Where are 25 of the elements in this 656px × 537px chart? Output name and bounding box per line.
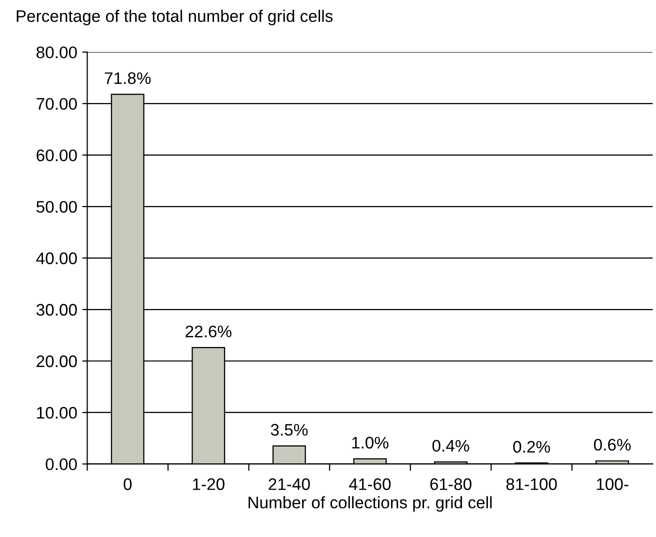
data-label: 22.6% — [186, 326, 232, 338]
data-label: 1.0% — [352, 436, 388, 449]
data-label: 0.4% — [432, 440, 470, 452]
y-tick-label: 60.00 — [36, 149, 77, 162]
x-tick-label: 21-40 — [268, 478, 310, 490]
x-tick-label: 41-60 — [349, 478, 391, 490]
data-label: 0.2% — [513, 440, 550, 453]
x-tick-label: 100- — [596, 478, 628, 490]
x-tick-label: 61-80 — [430, 478, 472, 490]
data-label: 71.8% — [104, 72, 151, 84]
y-tick-label: 0.00 — [46, 458, 77, 470]
y-tick-label: 70.00 — [36, 98, 77, 110]
x-tick-label: 81-100 — [506, 478, 557, 490]
y-tick-label: 80.00 — [36, 46, 77, 58]
y-tick-label: 10.00 — [37, 406, 77, 419]
y-axis-title: Percentage of the total number of grid cells — [16, 10, 333, 26]
y-tick-label: 30.00 — [36, 304, 77, 316]
data-label: 3.5% — [270, 424, 308, 436]
x-tick-label: 0 — [124, 478, 132, 490]
y-tick-label: 50.00 — [36, 200, 77, 213]
data-label: 0.6% — [594, 438, 631, 451]
y-tick-label: 40.00 — [36, 252, 77, 264]
x-tick-label: 1-20 — [193, 478, 224, 490]
y-tick-label: 20.00 — [36, 355, 77, 368]
x-axis-title: Number of collections pr. grid cell — [248, 496, 492, 512]
